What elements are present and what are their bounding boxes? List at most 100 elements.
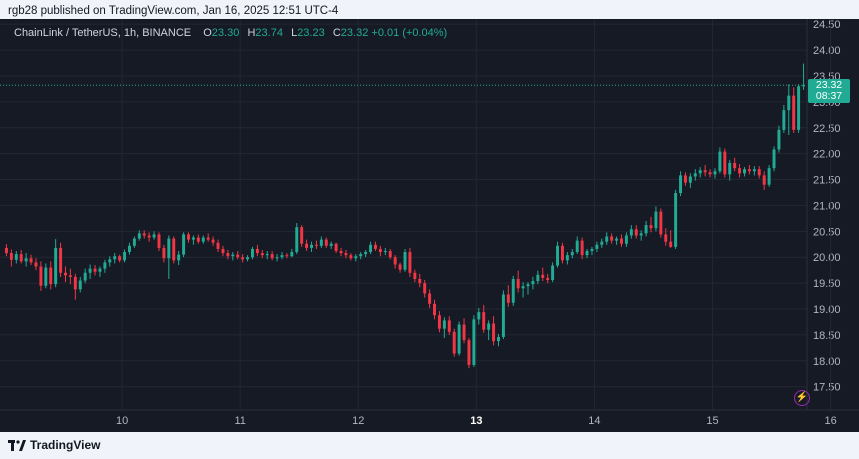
candle-body <box>575 240 579 253</box>
candle-body <box>9 253 13 260</box>
y-tick-label: 21.50 <box>813 175 841 187</box>
candle-body <box>329 243 333 246</box>
x-tick-label: 11 <box>234 415 245 427</box>
candle-body <box>595 244 599 249</box>
open-label: O <box>203 27 212 39</box>
candle-body <box>39 266 43 286</box>
candle-body <box>423 283 427 294</box>
candle-body <box>767 168 771 185</box>
candle-body <box>467 340 471 365</box>
candle-body <box>511 278 515 303</box>
candle-body <box>413 272 417 279</box>
candle-body <box>83 272 87 281</box>
symbol-legend: ChainLink / TetherUS, 1h, BINANCE O23.30… <box>14 27 447 39</box>
candle-body <box>644 225 648 234</box>
candle-body <box>300 227 304 244</box>
candle-body <box>216 242 220 249</box>
candle-body <box>403 252 407 270</box>
candle-body <box>477 312 481 320</box>
candle-body <box>127 245 131 253</box>
candle-body <box>270 254 274 259</box>
candle-body <box>206 237 210 240</box>
symbol-name: ChainLink / TetherUS, 1h, BINANCE <box>14 27 192 39</box>
low-value: 23.23 <box>297 27 325 39</box>
candle-body <box>492 323 496 342</box>
candle-body <box>497 336 500 342</box>
candle-body <box>14 254 18 260</box>
candle-body <box>54 247 58 285</box>
candle-body <box>73 276 77 290</box>
candle-body <box>536 274 540 282</box>
candle-body <box>49 267 53 285</box>
candle-body <box>659 211 663 235</box>
candle-body <box>364 252 368 255</box>
y-tick-label: 18.00 <box>813 356 841 368</box>
candle-body <box>132 238 136 246</box>
candle-body <box>708 172 712 175</box>
publisher-caption: rgb28 published on TradingView.com, Jan … <box>8 5 339 17</box>
candle-body <box>585 251 589 256</box>
candle-body <box>374 244 377 249</box>
candle-body <box>703 170 707 173</box>
candle-body <box>452 331 456 354</box>
candle-body <box>19 254 23 262</box>
candle-body <box>255 248 259 254</box>
last-price-tag: 23.32 08:37 <box>808 79 850 103</box>
candle-body <box>187 234 190 240</box>
candle-body <box>418 278 422 284</box>
high-label: H <box>247 27 256 39</box>
candle-body <box>236 254 240 258</box>
candle-body <box>743 169 746 174</box>
candle-body <box>565 255 569 261</box>
chart-panel[interactable]: 17.50 18.00 18.50 19.00 19.50 20.00 20.50 21.00… <box>0 19 859 432</box>
candle-body <box>201 237 205 242</box>
candle-body <box>290 252 294 257</box>
candle-body <box>24 258 28 262</box>
candle-body <box>482 312 486 330</box>
candle-body <box>580 240 584 256</box>
candle-body <box>447 320 451 332</box>
candle-body <box>526 284 530 287</box>
candle-body <box>393 257 397 265</box>
candle-body <box>797 86 801 130</box>
candle-body <box>590 248 594 252</box>
y-tick-label: 21.00 <box>813 200 841 212</box>
candle-body <box>354 256 358 259</box>
candle-body <box>698 170 702 174</box>
candle-body <box>718 151 722 172</box>
candle-body <box>733 162 737 169</box>
x-tick-label: 15 <box>706 415 718 427</box>
candle-body <box>541 274 545 278</box>
candle-body <box>516 278 520 289</box>
y-tick-label: 24.50 <box>813 19 841 31</box>
lightning-icon[interactable]: ⚡ <box>794 390 810 406</box>
candle-body <box>196 237 200 242</box>
x-tick-label: 12 <box>352 415 364 427</box>
candlestick-chart[interactable]: 17.50 18.00 18.50 19.00 19.50 20.00 20.50 21.00… <box>0 19 859 432</box>
candle-body <box>615 238 619 241</box>
y-tick-label: 24.00 <box>813 45 841 57</box>
candle-body <box>688 176 692 183</box>
candle-body <box>152 234 156 238</box>
candle-body <box>408 252 412 273</box>
candle-body <box>44 267 48 286</box>
candle-body <box>68 275 72 277</box>
candle-body <box>802 85 806 87</box>
candle-body <box>319 239 323 246</box>
y-tick-label: 22.50 <box>813 123 841 135</box>
candle-body <box>639 233 643 236</box>
candle-body <box>157 234 161 248</box>
candle-body <box>334 243 338 252</box>
candle-body <box>521 286 525 289</box>
candle-body <box>649 225 653 229</box>
candle-body <box>634 229 638 236</box>
candle-body <box>78 280 82 290</box>
candle-body <box>723 151 727 175</box>
candle-body <box>600 241 604 245</box>
candle-body <box>118 256 122 261</box>
candle-body <box>551 265 555 281</box>
y-tick-label: 20.50 <box>813 226 841 238</box>
x-tick-label: 13 <box>470 415 482 427</box>
x-tick-label: 10 <box>116 415 128 427</box>
